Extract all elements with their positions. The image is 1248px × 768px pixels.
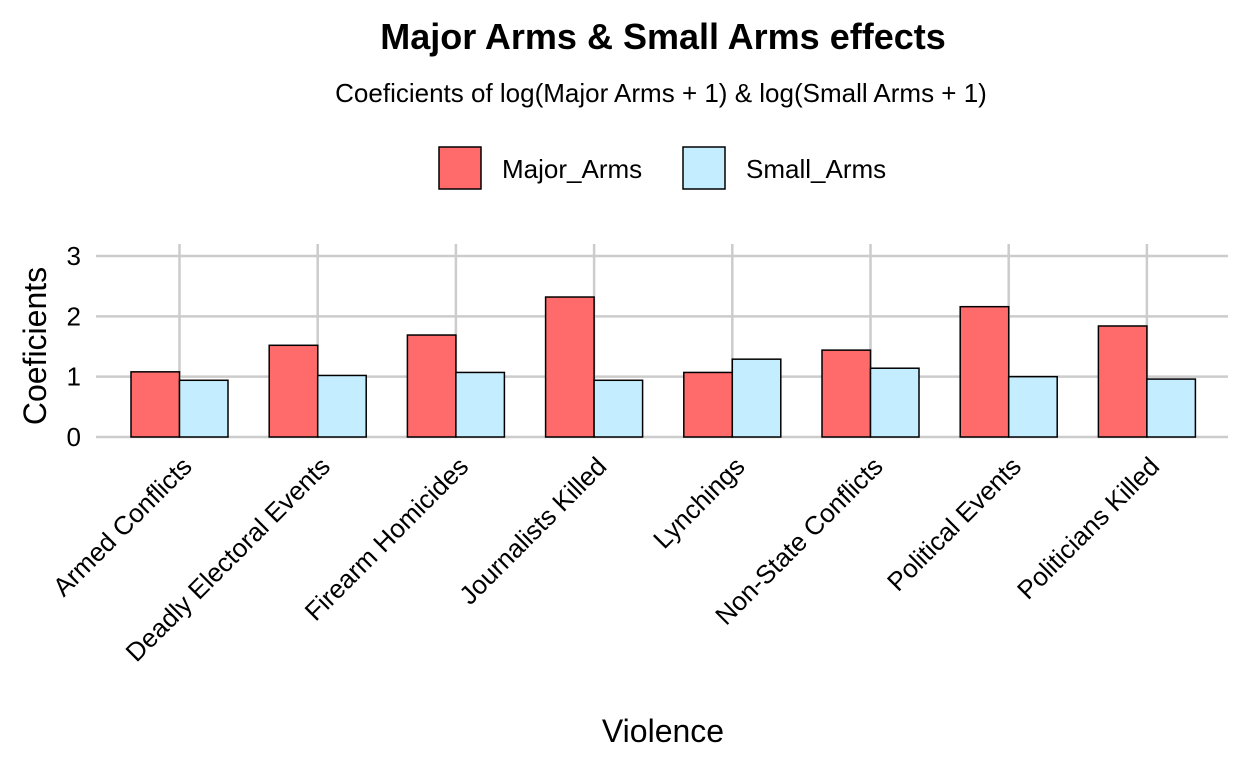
x-tick-label-0: Armed Conflicts [47, 451, 198, 602]
bar-major-arms-2 [406, 334, 457, 438]
bar-small-arms-6 [1007, 375, 1058, 438]
legend-label-major-arms: Major_Arms [502, 154, 642, 184]
bar-small-arms-0 [178, 379, 229, 438]
bar-major-arms-1 [268, 344, 319, 438]
x-tick-label-7: Politicians Killed [1011, 451, 1165, 605]
bar-major-arms-6 [959, 305, 1010, 438]
bar-small-arms-7 [1146, 378, 1197, 438]
bar-small-arms-3 [593, 379, 644, 438]
bars [130, 296, 1197, 438]
bar-major-arms-0 [130, 371, 181, 438]
y-tick-label-2: 2 [67, 301, 81, 331]
bar-small-arms-1 [316, 374, 367, 438]
legend-swatch-major-arms [438, 146, 482, 190]
bar-small-arms-2 [455, 371, 506, 438]
x-tick-label-3: Journalists Killed [453, 451, 612, 610]
y-tick-label-0: 0 [67, 422, 81, 452]
legend-label-small-arms: Small_Arms [746, 154, 886, 184]
x-tick-label-4: Lynchings [647, 451, 750, 554]
chart-title: Major Arms & Small Arms effects [380, 16, 946, 57]
bar-major-arms-4 [683, 371, 734, 438]
x-axis-label: Violence [602, 713, 724, 749]
y-tick-label-3: 3 [67, 241, 81, 271]
legend: Major_Arms Small_Arms [438, 146, 886, 190]
gridlines [96, 244, 1228, 439]
chart-subtitle: Coeficients of log(Major Arms + 1) & log… [335, 78, 987, 108]
y-axis-ticks: 0 1 2 3 [67, 241, 81, 452]
y-tick-label-1: 1 [67, 362, 81, 392]
bar-major-arms-3 [544, 296, 595, 438]
bar-major-arms-7 [1097, 325, 1148, 438]
bar-small-arms-4 [731, 358, 782, 438]
x-tick-label-6: Political Events [881, 451, 1027, 597]
y-axis-label: Coeficients [17, 267, 53, 425]
legend-swatch-small-arms [682, 146, 726, 190]
bar-major-arms-5 [821, 349, 872, 438]
bar-small-arms-5 [869, 367, 920, 438]
